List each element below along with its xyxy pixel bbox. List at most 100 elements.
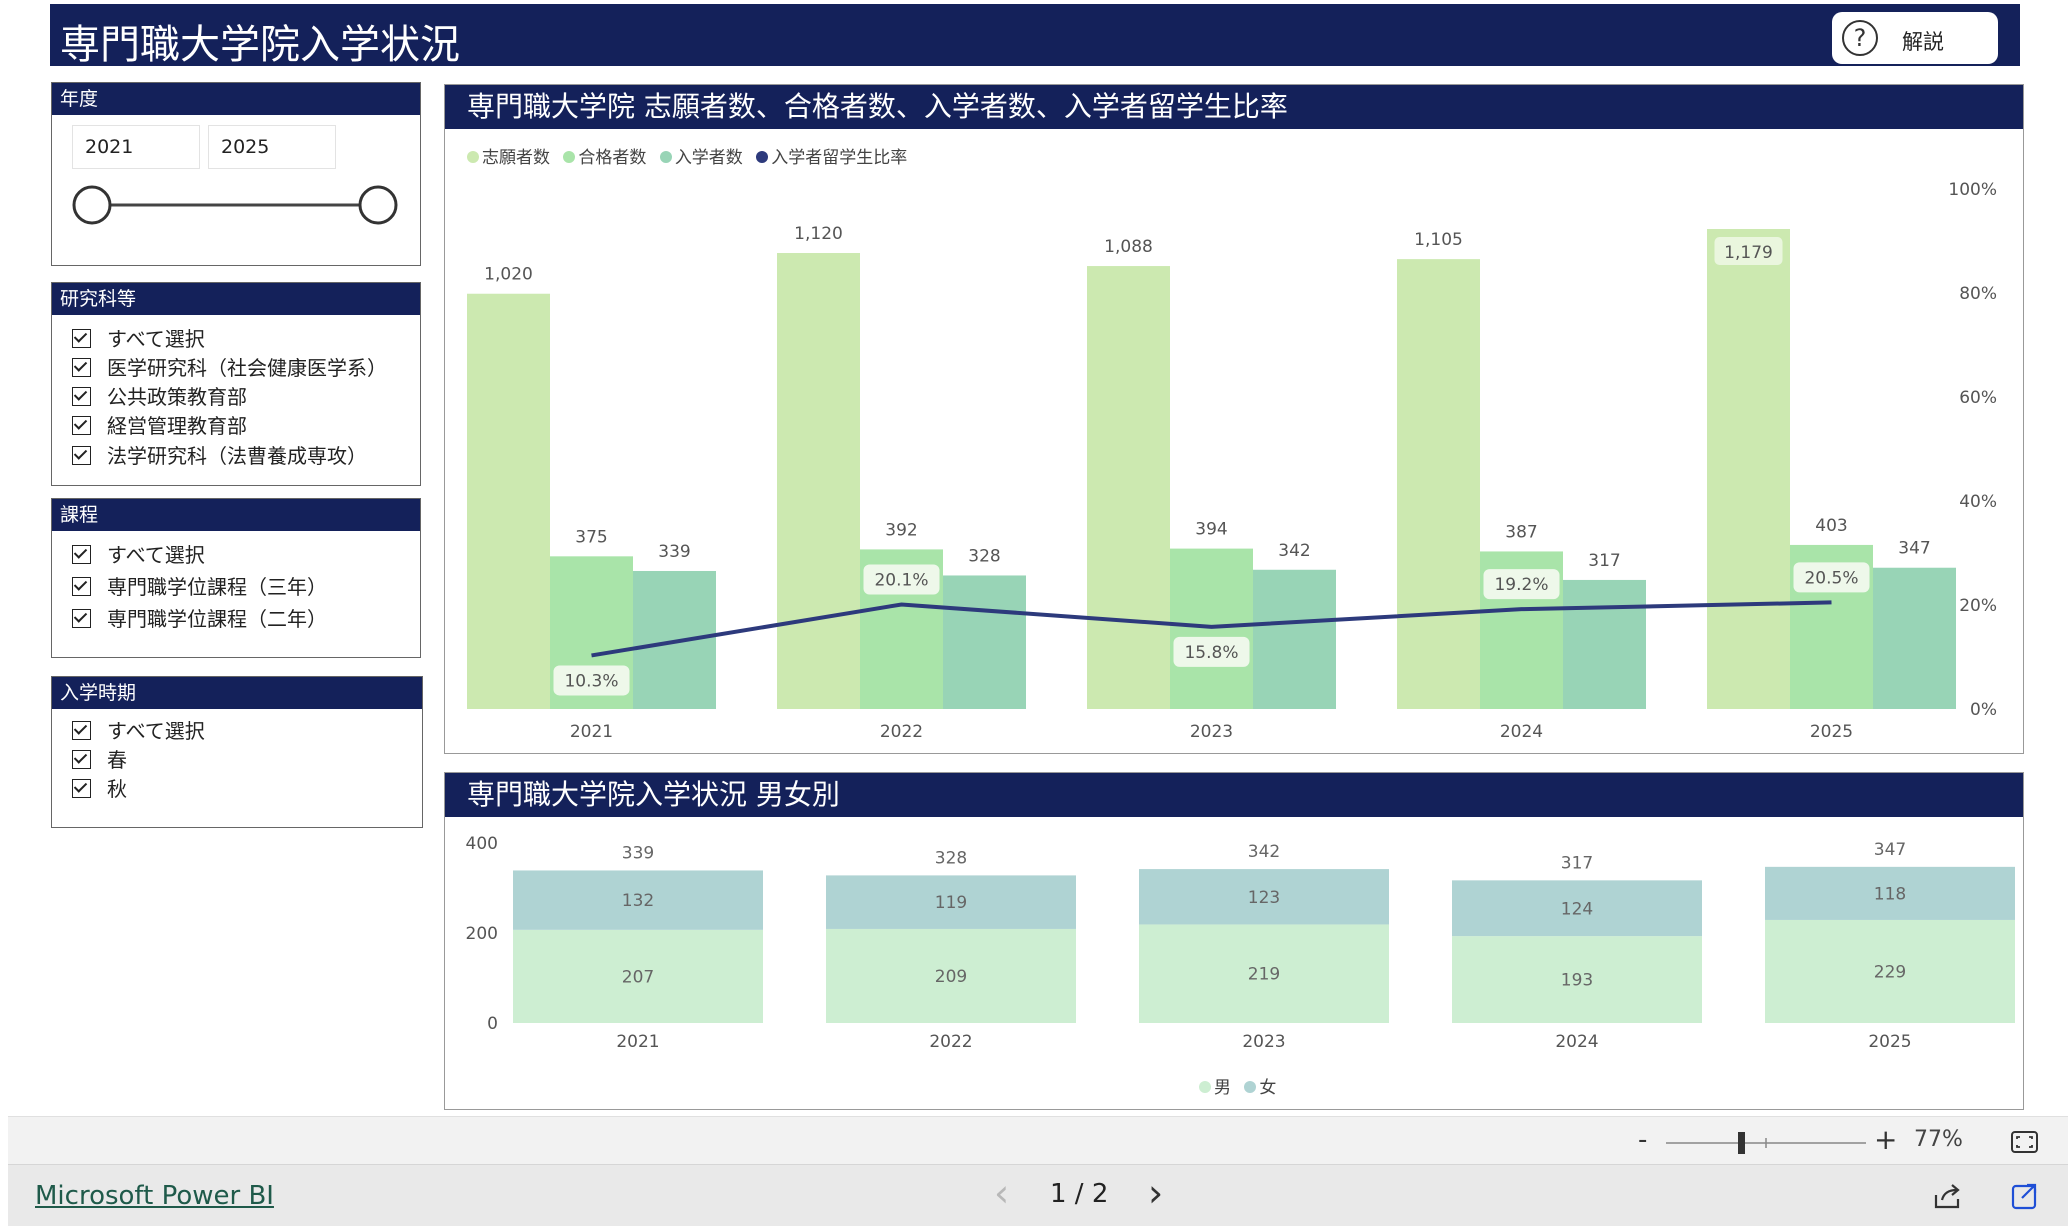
program-option[interactable]: 法学研究科（法曹養成専攻）	[72, 440, 367, 470]
year-range-slider[interactable]	[72, 179, 402, 235]
help-icon: ?	[1842, 20, 1878, 56]
zoom-out-button[interactable]: -	[1638, 1125, 1648, 1155]
data-label: 339	[658, 542, 690, 562]
open-in-new-window-icon[interactable]	[2010, 1181, 2040, 1211]
checkbox-checked-icon[interactable]	[72, 577, 91, 596]
share-icon[interactable]	[1932, 1181, 1964, 1211]
bar-female	[1139, 869, 1389, 925]
data-label: 328	[968, 546, 1000, 566]
help-button[interactable]: ? 解説	[1832, 12, 1998, 64]
gender-chart-title: 専門職大学院入学状況 男女別	[445, 773, 2023, 817]
y-tick-label: 400	[466, 834, 498, 854]
x-tick-label: 2021	[616, 1032, 659, 1052]
term-option[interactable]: 春	[72, 744, 127, 774]
checkbox-checked-icon[interactable]	[72, 416, 91, 435]
checkbox-checked-icon[interactable]	[72, 721, 91, 740]
legend-item-ratio[interactable]: 入学者留学生比率	[756, 148, 907, 168]
legend-swatch-icon	[756, 151, 769, 163]
legend-swatch-icon	[1199, 1081, 1211, 1093]
bar-enrolled	[1563, 579, 1646, 709]
total-data-label: 339	[622, 843, 654, 863]
checkbox-checked-icon[interactable]	[72, 545, 91, 564]
program-option[interactable]: 医学研究科（社会健康医学系）	[72, 352, 387, 382]
year-to-handle[interactable]	[358, 185, 398, 225]
y-tick-label: 0	[487, 1014, 498, 1034]
y2-tick-label: 100%	[1948, 180, 1997, 200]
bar-applicants	[467, 293, 550, 709]
x-tick-label: 2025	[1868, 1032, 1911, 1052]
term-option[interactable]: 秋	[72, 773, 127, 803]
y-tick-label: 200	[466, 924, 498, 944]
bar-male	[1139, 924, 1389, 1023]
data-label: 392	[885, 520, 917, 540]
bar-male	[826, 928, 1076, 1023]
x-tick-label: 2023	[1190, 722, 1233, 742]
data-label: 387	[1505, 522, 1537, 542]
course-slicer-title: 課程	[52, 499, 420, 531]
female-data-label: 119	[935, 893, 967, 913]
legend-item-male[interactable]: 男	[1199, 1078, 1231, 1098]
zoom-slider-handle[interactable]	[1738, 1132, 1745, 1154]
page-indicator: 1 / 2	[1050, 1179, 1109, 1209]
prev-page-button[interactable]: ‹	[994, 1171, 1010, 1215]
zoom-slider[interactable]	[1658, 1125, 1874, 1161]
checkbox-checked-icon[interactable]	[72, 779, 91, 798]
program-option[interactable]: 公共政策教育部	[72, 381, 247, 411]
data-label: 1,088	[1104, 237, 1153, 257]
male-data-label: 193	[1561, 971, 1593, 991]
term-slicer-title: 入学時期	[52, 677, 422, 709]
checkbox-checked-icon[interactable]	[72, 750, 91, 769]
bar-male	[1765, 919, 2015, 1023]
ratio-data-label: 19.2%	[1494, 575, 1548, 595]
bar-applicants	[1397, 259, 1480, 709]
legend-item-enrolled[interactable]: 入学者数	[659, 148, 743, 168]
course-option[interactable]: 専門職学位課程（三年）	[72, 571, 327, 601]
bar-female	[826, 875, 1076, 929]
x-tick-label: 2022	[929, 1032, 972, 1052]
zoom-level: 77%	[1914, 1127, 1963, 1152]
powerbi-link[interactable]: Microsoft Power BI	[35, 1181, 274, 1211]
checkbox-checked-icon[interactable]	[72, 609, 91, 628]
year-from-input[interactable]: 2021	[72, 125, 200, 169]
year-to-input[interactable]: 2025	[208, 125, 336, 169]
term-slicer: 入学時期 すべて選択 春 秋	[51, 676, 423, 828]
zoom-in-button[interactable]: +	[1874, 1123, 1898, 1156]
bar-female	[1765, 866, 2015, 920]
program-option-all[interactable]: すべて選択	[72, 323, 205, 353]
ratio-data-label: 10.3%	[564, 671, 618, 691]
data-label: 342	[1278, 541, 1310, 561]
bar-enrolled	[1253, 569, 1336, 709]
bar-enrolled	[943, 575, 1026, 709]
zoom-bar: - + 77%	[8, 1116, 2068, 1166]
x-tick-label: 2021	[570, 722, 613, 742]
y2-tick-label: 40%	[1959, 492, 1997, 512]
legend-swatch-icon	[659, 151, 672, 163]
ratio-label-bg	[1173, 636, 1250, 667]
data-label: 317	[1588, 551, 1620, 571]
program-slicer: 研究科等 すべて選択 医学研究科（社会健康医学系） 公共政策教育部 経営管理教育…	[51, 282, 421, 486]
year-slicer: 年度 2021 2025	[51, 82, 421, 266]
checkbox-checked-icon[interactable]	[72, 446, 91, 465]
legend-item-female[interactable]: 女	[1244, 1078, 1276, 1098]
male-data-label: 229	[1874, 962, 1906, 982]
checkbox-checked-icon[interactable]	[72, 387, 91, 406]
female-data-label: 118	[1874, 884, 1906, 904]
y2-tick-label: 0%	[1970, 700, 1997, 720]
term-option-all[interactable]: すべて選択	[72, 715, 205, 745]
ratio-label-bg	[1793, 562, 1870, 593]
program-option[interactable]: 経営管理教育部	[72, 410, 247, 440]
checkbox-checked-icon[interactable]	[72, 329, 91, 348]
ratio-data-label: 20.5%	[1804, 568, 1858, 588]
report-header: 専門職大学院入学状況 ? 解説	[50, 4, 2020, 68]
next-page-button[interactable]: ›	[1148, 1171, 1164, 1215]
checkbox-checked-icon[interactable]	[72, 358, 91, 377]
legend-item-applicants[interactable]: 志願者数	[467, 148, 550, 168]
program-slicer-title: 研究科等	[52, 283, 420, 315]
legend-item-passed[interactable]: 合格者数	[563, 148, 646, 168]
year-from-handle[interactable]	[72, 185, 112, 225]
x-tick-label: 2023	[1242, 1032, 1285, 1052]
course-option-all[interactable]: すべて選択	[72, 539, 205, 569]
data-label: 394	[1195, 520, 1227, 540]
course-option[interactable]: 専門職学位課程（二年）	[72, 603, 327, 633]
fit-to-page-icon[interactable]	[2010, 1129, 2040, 1155]
